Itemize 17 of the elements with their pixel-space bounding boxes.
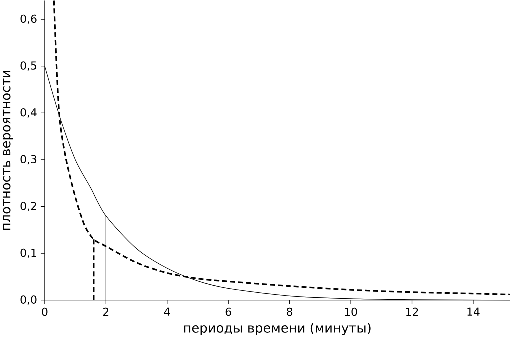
x-tick-label: 12 <box>406 308 418 316</box>
x-tick-label: 4 <box>164 308 170 316</box>
y-tick-label: 0,0 <box>20 296 37 306</box>
x-tick-label: 2 <box>103 308 109 316</box>
x-tick-label: 6 <box>226 308 232 316</box>
y-tick-label: 0,5 <box>20 62 37 72</box>
x-tick-label: 0 <box>42 308 48 316</box>
y-tick-label: 0,3 <box>20 155 37 165</box>
x-tick-label: 8 <box>287 308 293 316</box>
y-tick-label: 0,6 <box>20 14 37 24</box>
y-tick-label: 0,2 <box>20 202 36 212</box>
y-axis-title: плотность вероятности <box>3 71 14 230</box>
x-tick-label: 10 <box>345 308 358 316</box>
x-axis-title: периоды времени (минуты) <box>184 323 371 336</box>
y-tick-label: 0,1 <box>20 248 36 258</box>
x-tick-label: 14 <box>468 308 480 316</box>
y-tick-label: 0,4 <box>20 108 37 118</box>
